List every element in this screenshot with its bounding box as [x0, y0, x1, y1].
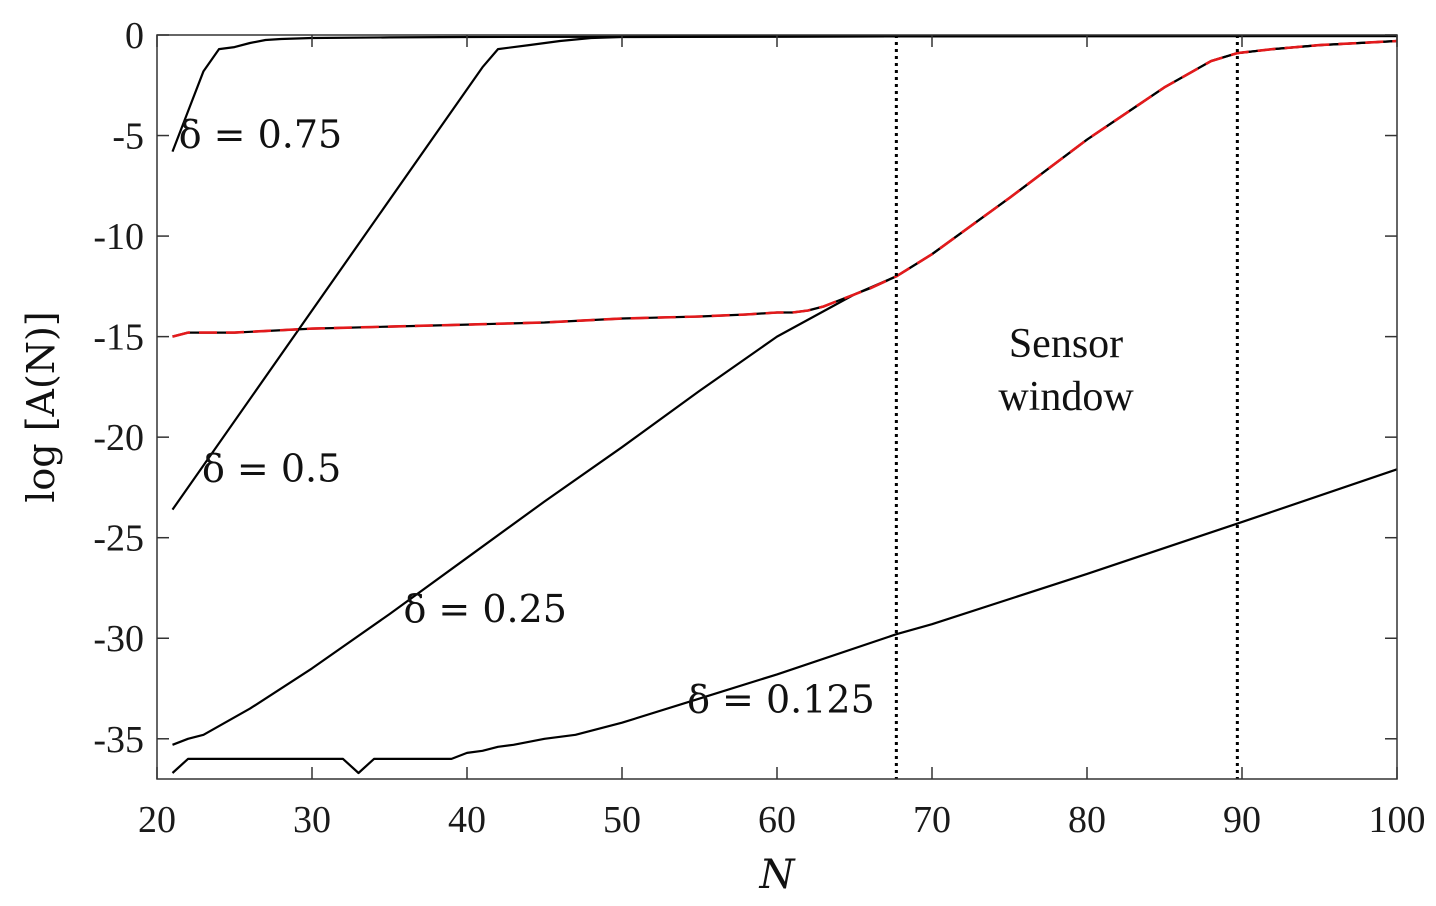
series-4-line: [172, 39, 1398, 338]
window-label-line-1: Sensor: [1009, 321, 1123, 367]
plot-area: [157, 35, 1397, 779]
curve-label-3: δ = 0.125: [687, 678, 875, 722]
y-axis-title: log [A(N)]: [19, 311, 63, 502]
x-tick-label-0: 20: [138, 799, 176, 841]
x-tick-label-4: 60: [758, 799, 796, 841]
y-tick-label-4: -20: [93, 417, 144, 459]
curve-label-2: δ = 0.25: [403, 587, 567, 631]
x-tick-label-5: 70: [913, 799, 951, 841]
y-tick-label-5: -25: [93, 518, 144, 560]
x-axis-title: N: [759, 852, 797, 898]
x-axis: 20 30 40 50 60 70 80 90 100: [138, 35, 1426, 841]
y-tick-label-0: 0: [125, 15, 144, 57]
x-tick-label-2: 40: [448, 799, 486, 841]
series-layer: [171, 34, 1398, 775]
y-axis: 0 -5 -10 -15 -20 -25 -30 -35: [93, 15, 1397, 761]
y-tick-label-3: -15: [93, 317, 144, 359]
x-tick-label-1: 30: [293, 799, 331, 841]
x-tick-label-3: 50: [603, 799, 641, 841]
curve-label-0: δ = 0.75: [179, 113, 343, 157]
vline-layer: [894, 35, 1239, 779]
x-tick-label-7: 90: [1223, 799, 1261, 841]
y-tick-label-1: -5: [112, 116, 144, 158]
curve-label-1: δ = 0.5: [202, 446, 341, 490]
series-3-line: [171, 468, 1398, 775]
annotation-layer: δ = 0.75 δ = 0.5 δ = 0.25 δ = 0.125: [179, 113, 875, 722]
window-label-line-2: window: [998, 374, 1134, 420]
x-tick-label-8: 100: [1369, 799, 1426, 841]
y-tick-label-2: -10: [93, 216, 144, 258]
y-tick-label-7: -35: [93, 719, 144, 761]
x-tick-label-6: 80: [1068, 799, 1106, 841]
y-tick-label-6: -30: [93, 618, 144, 660]
